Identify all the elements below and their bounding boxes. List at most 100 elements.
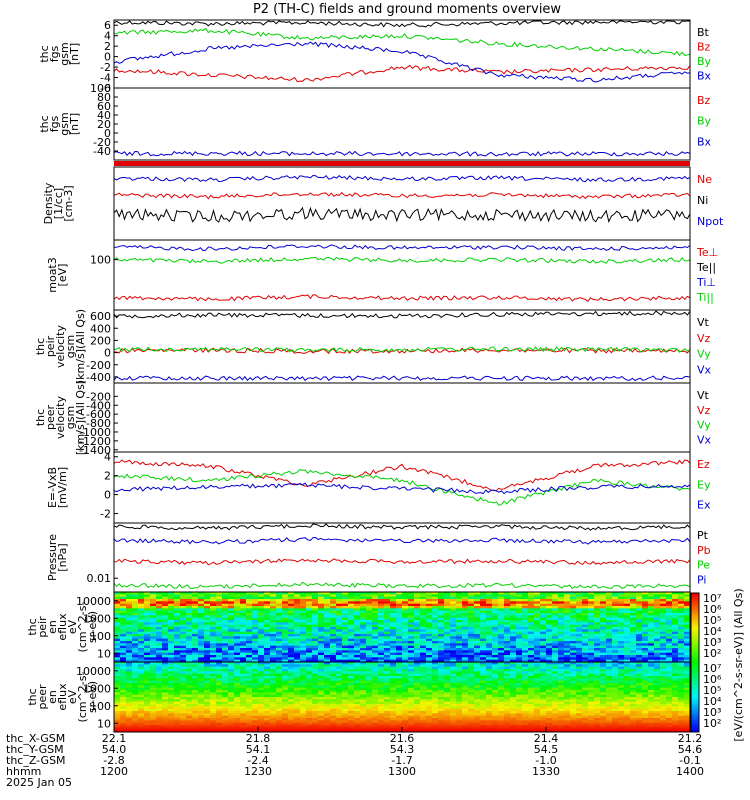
heatmap-cell: [408, 680, 415, 684]
heatmap-cell: [294, 662, 301, 665]
heatmap-cell: [468, 662, 475, 665]
heatmap-cell: [432, 704, 439, 707]
heatmap-cell: [480, 641, 487, 644]
heatmap-cell: [330, 592, 337, 595]
heatmap-cell: [276, 671, 283, 675]
heatmap-cell: [300, 610, 307, 614]
heatmap-cell: [270, 594, 277, 598]
heatmap-cell: [570, 657, 577, 661]
heatmap-cell: [378, 678, 385, 682]
heatmap-cell: [666, 645, 673, 649]
heatmap-cell: [150, 622, 157, 626]
heatmap-cell: [666, 603, 673, 607]
heatmap-cell: [144, 650, 151, 654]
heatmap-cell: [198, 617, 205, 621]
heatmap-cell: [306, 694, 313, 698]
heatmap-cell: [354, 729, 361, 733]
heatmap-cell: [414, 673, 421, 677]
heatmap-cell: [132, 669, 139, 672]
heatmap-cell: [312, 624, 319, 628]
heatmap-cell: [258, 673, 265, 677]
heatmap-cell: [252, 727, 259, 731]
heatmap-cell: [408, 615, 415, 619]
heatmap-cell: [456, 638, 463, 642]
heatmap-cell: [312, 676, 319, 679]
heatmap-cell: [468, 687, 475, 691]
heatmap-cell: [156, 636, 163, 640]
heatmap-cell: [282, 613, 289, 616]
heatmap-cell: [354, 678, 361, 682]
heatmap-cell: [684, 622, 691, 626]
heatmap-cell: [330, 657, 337, 661]
heatmap-cell: [138, 634, 145, 637]
heatmap-cell: [408, 708, 415, 712]
heatmap-cell: [222, 596, 229, 600]
heatmap-cell: [666, 613, 673, 616]
heatmap-cell: [120, 648, 127, 651]
heatmap-cell: [408, 599, 415, 602]
heatmap-cell: [414, 704, 421, 707]
heatmap-cell: [360, 599, 367, 602]
y-tick-label: -400: [86, 371, 111, 384]
heatmap-cell: [378, 664, 385, 668]
heatmap-cell: [408, 610, 415, 614]
heatmap-cell: [168, 629, 175, 633]
heatmap-cell: [216, 680, 223, 684]
heatmap-cell: [474, 694, 481, 698]
heatmap-cell: [636, 615, 643, 619]
heatmap-cell: [660, 620, 667, 623]
heatmap-cell: [204, 715, 211, 719]
heatmap-cell: [180, 725, 187, 728]
heatmap-cell: [546, 592, 553, 595]
heatmap-cell: [444, 683, 451, 686]
heatmap-cell: [282, 643, 289, 647]
heatmap-cell: [138, 683, 145, 686]
heatmap-cell: [258, 629, 265, 633]
heatmap-cell: [210, 606, 217, 609]
heatmap-cell: [306, 713, 313, 717]
heatmap-cell: [276, 596, 283, 600]
y-axis-label: Density[1/cc][cm-3]: [42, 182, 75, 224]
heatmap-cell: [540, 620, 547, 623]
heatmap-cell: [306, 657, 313, 661]
heatmap-cell: [126, 622, 133, 626]
heatmap-cell: [552, 620, 559, 623]
heatmap-cell: [240, 676, 247, 679]
heatmap-cell: [432, 706, 439, 710]
heatmap-cell: [558, 631, 565, 635]
heatmap-cell: [138, 671, 145, 675]
heatmap-cell: [252, 594, 259, 598]
heatmap-cell: [462, 606, 469, 609]
heatmap-cell: [594, 601, 601, 605]
heatmap-cell: [138, 652, 145, 656]
heatmap-cell: [378, 652, 385, 656]
heatmap-cell: [516, 615, 523, 619]
heatmap-cell: [684, 648, 691, 651]
heatmap-cell: [366, 652, 373, 656]
heatmap-cell: [246, 722, 253, 726]
heatmap-cell: [354, 599, 361, 602]
heatmap-cell: [444, 652, 451, 656]
heatmap-cell: [420, 634, 427, 637]
heatmap-cell: [138, 627, 145, 630]
heatmap-cell: [342, 636, 349, 640]
heatmap-cell: [258, 725, 265, 728]
heatmap-cell: [180, 662, 187, 665]
heatmap-cell: [192, 594, 199, 598]
heatmap-cell: [120, 596, 127, 600]
heatmap-cell: [672, 599, 679, 602]
heatmap-cell: [216, 652, 223, 656]
heatmap-cell: [294, 706, 301, 710]
heatmap-cell: [378, 596, 385, 600]
heatmap-cell: [264, 711, 271, 714]
heatmap-cell: [666, 648, 673, 651]
heatmap-cell: [264, 613, 271, 616]
heatmap-cell: [600, 643, 607, 647]
heatmap-cell: [162, 685, 169, 689]
heatmap-cell: [654, 645, 661, 649]
heatmap-cell: [324, 666, 331, 670]
heatmap-cell: [618, 615, 625, 619]
heatmap-cell: [186, 701, 193, 705]
heatmap-cell: [300, 685, 307, 689]
